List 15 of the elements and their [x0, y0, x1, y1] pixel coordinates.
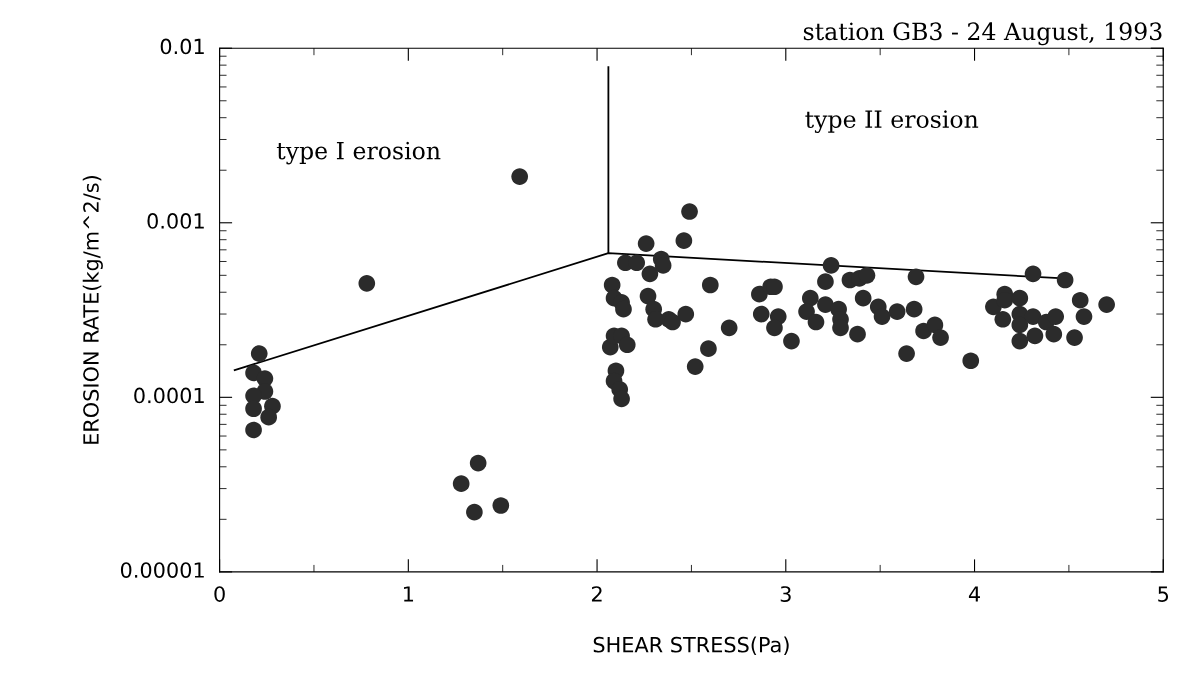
x-tick-label: 2: [591, 586, 602, 602]
y-tick-label: 0.001: [147, 213, 204, 229]
y-tick-label: 0.01: [160, 38, 204, 55]
chart-title: station GB3 - 24 August, 1993: [803, 22, 1162, 46]
x-tick-label: 4: [968, 586, 980, 602]
x-tick-label: 5: [1158, 586, 1169, 602]
x-tick-label: 1: [403, 586, 414, 602]
annotation: type I erosion: [276, 141, 441, 165]
y-tick-label: 0.00001: [120, 562, 204, 578]
y-tick-label: 0.0001: [134, 387, 204, 404]
annotation: type II erosion: [805, 110, 979, 133]
y-axis-title: EROSION RATE(kg/m^2/s): [82, 176, 103, 444]
x-tick-label: 3: [780, 586, 791, 602]
x-tick-label: 0: [214, 586, 225, 602]
x-axis-title: SHEAR STRESS(Pa): [593, 636, 789, 656]
